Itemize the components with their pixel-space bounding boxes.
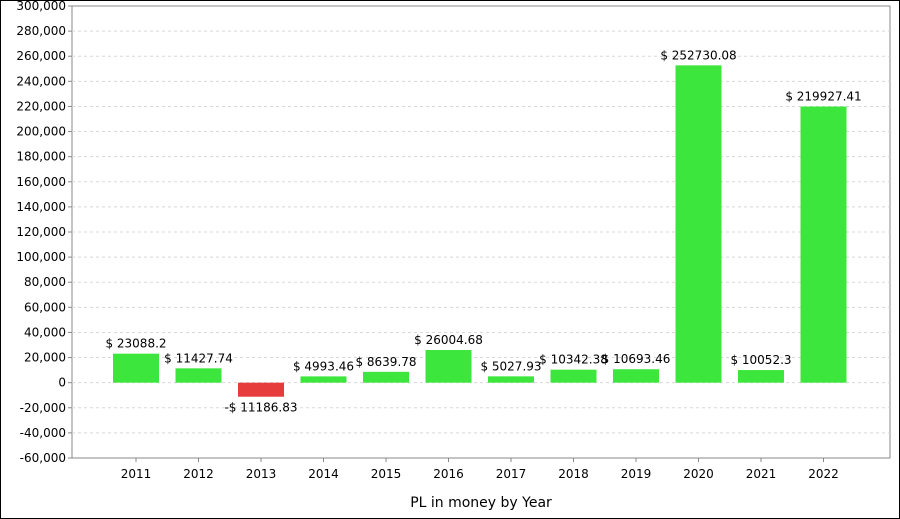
bars: [113, 65, 847, 397]
y-tick-label: 20,000: [24, 351, 66, 365]
y-tick-label: 0: [58, 376, 66, 390]
y-tick-label: -20,000: [20, 401, 66, 415]
data-labels: $ 23088.2$ 11427.74-$ 11186.83$ 4993.46 $…: [105, 48, 861, 414]
bar: [675, 65, 722, 383]
data-label: $ 252730.08: [660, 48, 736, 62]
y-tick-label: 300,000: [16, 0, 66, 13]
y-tick-label: 160,000: [16, 175, 66, 189]
y-tick-label: 240,000: [16, 74, 66, 88]
y-tick-label: 180,000: [16, 150, 66, 164]
data-label: $ 219927.41: [785, 90, 861, 104]
data-label: $ 8639.78: [355, 355, 416, 369]
data-label: -$ 11186.83: [224, 401, 297, 415]
data-label: $ 10342.38: [539, 353, 608, 367]
x-tick-label: 2013: [246, 467, 277, 481]
gridlines: [72, 30, 890, 434]
y-tick-label: 140,000: [16, 200, 66, 214]
y-axis: 300,000 280,000 260,000 240,000 220,000 200,0…: [16, 0, 72, 465]
bar: [800, 106, 847, 383]
bar: [738, 370, 784, 383]
y-tick-label: 60,000: [24, 300, 66, 314]
x-tick-label: 2022: [808, 467, 839, 481]
x-axis-title: PL in money by Year: [410, 495, 552, 511]
y-tick-label: 280,000: [16, 24, 66, 38]
x-tick-label: 2012: [183, 467, 214, 481]
y-tick-label: 200,000: [16, 125, 66, 139]
bar: [425, 350, 472, 383]
data-label: $ 5027.93: [480, 359, 541, 373]
x-tick-label: 2021: [746, 467, 777, 481]
bar: [238, 382, 284, 397]
y-tick-label: -60,000: [20, 451, 66, 465]
data-label: $ 10693.46: [602, 352, 671, 366]
y-tick-label: -40,000: [20, 426, 66, 440]
y-tick-label: 100,000: [16, 250, 66, 264]
x-tick-label: 2018: [558, 467, 589, 481]
bar: [175, 368, 222, 383]
x-tick-label: 2017: [496, 467, 527, 481]
y-tick-label: 80,000: [24, 275, 66, 289]
data-label: $ 23088.2: [105, 337, 166, 351]
y-tick-label: 260,000: [16, 49, 66, 63]
x-tick-label: 2011: [121, 467, 152, 481]
bar: [613, 369, 659, 383]
data-label: $ 11427.74: [164, 351, 233, 365]
x-tick-label: 2014: [308, 467, 339, 481]
y-tick-label: 220,000: [16, 99, 66, 113]
data-label: $ 10052.3: [730, 353, 791, 367]
x-tick-label: 2015: [371, 467, 402, 481]
data-label: $ 26004.68: [414, 333, 483, 347]
bar: [488, 376, 534, 383]
y-tick-label: 40,000: [24, 325, 66, 339]
bar: [550, 369, 597, 383]
bar: [300, 376, 347, 383]
x-tick-label: 2016: [433, 467, 464, 481]
y-tick-label: 120,000: [16, 225, 66, 239]
data-label: $ 4993.46: [293, 359, 354, 373]
x-axis: 2011 2012 2013 2014 2015 2016 2017 2018 2019 2020…: [121, 458, 839, 481]
bar: [363, 371, 409, 383]
x-tick-label: 2019: [621, 467, 652, 481]
bar: [113, 353, 159, 383]
x-tick-label: 2020: [683, 467, 714, 481]
